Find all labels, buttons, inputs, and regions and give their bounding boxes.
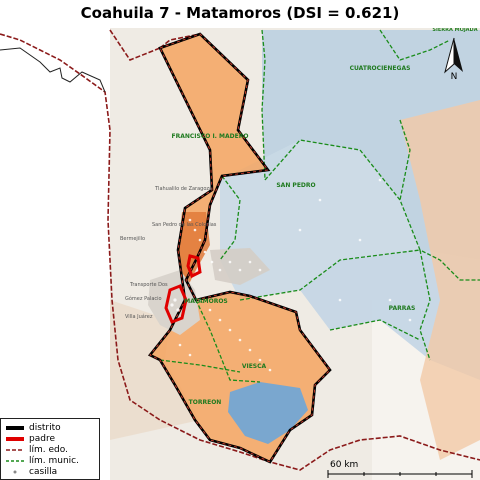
legend-row-padre: padre (5, 433, 55, 444)
north-arrow-icon: N (444, 37, 463, 82)
label-san-pedro: SAN PEDRO (276, 182, 315, 189)
scale-label: 60 km (330, 460, 359, 470)
region-southwest-peach (110, 300, 200, 440)
viesca-lake (228, 382, 308, 444)
map-canvas: CUATROCIENEGAS SIERRA MOJADA FRANCISCO I… (0, 28, 480, 480)
municipal-boundaries (159, 29, 480, 383)
legend-swatch-lim-edo (6, 449, 24, 451)
place-villa-juarez: Villa Juárez (125, 313, 153, 320)
legend-label-padre: padre (29, 433, 55, 444)
region-san-pedro (220, 140, 420, 300)
district-darker-area (178, 212, 210, 290)
state-boundary (0, 29, 480, 471)
label-sierra-mojada: SIERRA MOJADA (432, 28, 477, 33)
legend-label-lim-edo: lím. edo. (29, 444, 68, 455)
legend-row-casilla: casilla (5, 466, 57, 477)
outside-state-area (0, 28, 110, 480)
legend-swatch-distrito (6, 426, 24, 430)
scale-ruler-icon (327, 470, 473, 478)
urban-area-2 (210, 248, 270, 285)
scale-bar: 60 km (326, 458, 478, 480)
parent-boundary (164, 254, 202, 324)
place-san-pedro-colonias: San Pedro de las Colonias (152, 222, 217, 228)
label-torreon: TORREON (189, 399, 222, 406)
legend-label-casilla: casilla (29, 466, 58, 477)
legend-swatch-lim-munic (6, 460, 24, 462)
district-boundary-dash (149, 33, 331, 463)
legend-swatch-padre (6, 437, 24, 441)
north-label: N (451, 72, 458, 82)
region-east-peach (400, 100, 480, 460)
legend-swatch-casilla (13, 470, 17, 474)
legend-label-lim-munic: lím. munic. (29, 455, 79, 466)
district-area (150, 34, 330, 462)
place-transporte: Transporte Dos (129, 282, 168, 288)
place-gomez: Gómez Palacio (125, 295, 162, 302)
label-matamoros: MATAMOROS (184, 298, 228, 305)
label-cuatrocienegas: CUATROCIENEGAS (350, 65, 411, 72)
place-bermejillo: Bermejillo (120, 236, 145, 242)
map-legend: distrito padre lím. edo. lím. munic. cas… (0, 418, 100, 480)
place-tlahualilo: Tlahualilo de Zaragoza (154, 186, 212, 192)
urban-area (148, 270, 200, 335)
map-title: Coahuila 7 - Matamoros (DSI = 0.621) (80, 4, 400, 22)
casilla-points (170, 178, 412, 372)
legend-row-lim-edo: lím. edo. (5, 444, 68, 455)
label-viesca: VIESCA (242, 363, 267, 370)
legend-label-distrito: distrito (29, 422, 61, 433)
legend-row-distrito: distrito (5, 422, 61, 433)
label-parras: PARRAS (389, 305, 416, 312)
outside-outline (0, 47, 106, 93)
label-francisco-madero: FRANCISCO I. MADERO (172, 133, 249, 140)
legend-row-lim-munic: lím. munic. (5, 455, 79, 466)
